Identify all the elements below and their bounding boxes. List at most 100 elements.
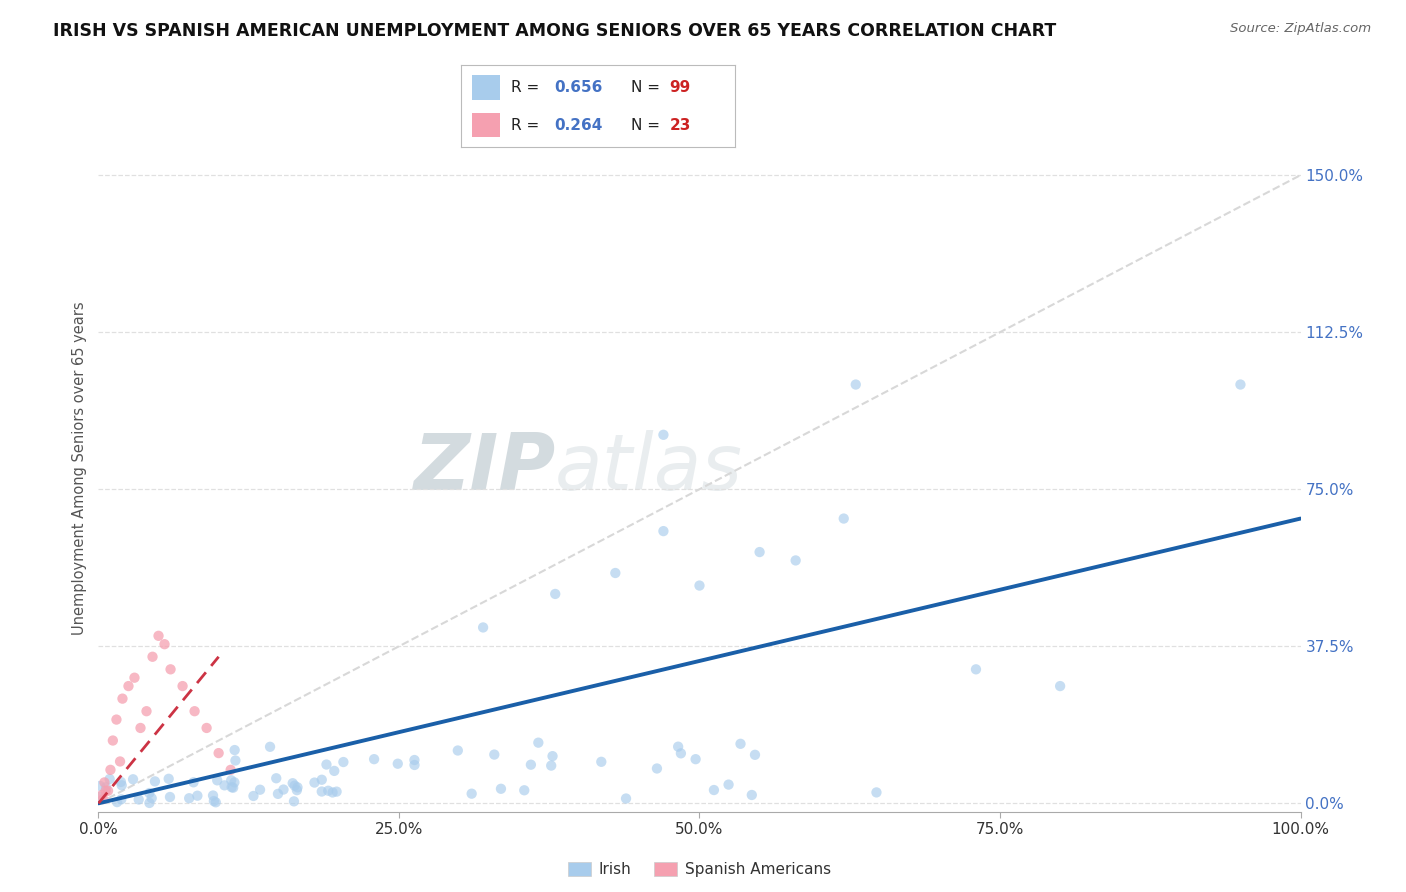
- Point: [304, 775, 326, 789]
- Point: [332, 755, 354, 769]
- Point: [219, 763, 242, 777]
- Point: [157, 772, 180, 786]
- Point: [404, 758, 426, 772]
- Text: 0.264: 0.264: [554, 118, 603, 133]
- Point: [129, 721, 152, 735]
- Point: [1229, 377, 1251, 392]
- Point: [325, 784, 347, 798]
- Point: [100, 763, 122, 777]
- Point: [91, 788, 114, 802]
- Point: [183, 775, 205, 789]
- Point: [748, 545, 770, 559]
- Point: [281, 776, 304, 790]
- Point: [267, 787, 290, 801]
- Point: [110, 792, 132, 806]
- Point: [224, 775, 246, 789]
- Point: [845, 377, 868, 392]
- Point: [111, 778, 134, 792]
- Point: [138, 796, 160, 810]
- Point: [172, 679, 194, 693]
- Point: [652, 427, 675, 442]
- Point: [287, 780, 309, 795]
- Point: [153, 637, 176, 651]
- Text: R =: R =: [510, 118, 544, 133]
- Point: [311, 772, 333, 787]
- Bar: [472, 112, 499, 137]
- Point: [222, 780, 245, 795]
- Point: [249, 782, 271, 797]
- Text: atlas: atlas: [555, 430, 744, 507]
- Text: N =: N =: [631, 118, 665, 133]
- Point: [460, 787, 482, 801]
- Point: [284, 779, 307, 793]
- Text: N =: N =: [631, 79, 665, 95]
- Point: [541, 749, 564, 764]
- Point: [179, 791, 201, 805]
- Point: [591, 755, 613, 769]
- Point: [703, 783, 725, 797]
- Point: [224, 743, 246, 757]
- Point: [605, 566, 627, 580]
- Point: [544, 587, 567, 601]
- Bar: [472, 75, 499, 100]
- Point: [717, 778, 740, 792]
- Point: [513, 783, 536, 797]
- Point: [214, 778, 236, 792]
- Point: [730, 737, 752, 751]
- Text: 0.656: 0.656: [554, 79, 603, 95]
- Point: [148, 629, 170, 643]
- Point: [89, 789, 111, 804]
- Point: [273, 782, 295, 797]
- Point: [323, 764, 346, 778]
- Point: [242, 789, 264, 803]
- Point: [316, 783, 339, 797]
- Point: [652, 524, 675, 538]
- Point: [205, 773, 228, 788]
- Point: [101, 733, 124, 747]
- Point: [865, 785, 887, 799]
- Text: 99: 99: [669, 79, 690, 95]
- Text: ZIP: ZIP: [413, 430, 555, 507]
- Point: [93, 775, 115, 789]
- Point: [540, 758, 562, 772]
- Point: [202, 794, 225, 808]
- Point: [744, 747, 766, 762]
- Point: [97, 784, 120, 798]
- Point: [202, 789, 225, 803]
- Point: [195, 721, 218, 735]
- Point: [159, 789, 181, 804]
- Legend: Irish, Spanish Americans: Irish, Spanish Americans: [562, 855, 837, 883]
- Point: [208, 746, 231, 760]
- Point: [527, 736, 550, 750]
- Point: [387, 756, 409, 771]
- Point: [285, 783, 308, 797]
- Point: [259, 739, 281, 754]
- Point: [363, 752, 385, 766]
- Text: Source: ZipAtlas.com: Source: ZipAtlas.com: [1230, 22, 1371, 36]
- Point: [108, 755, 131, 769]
- Point: [224, 754, 246, 768]
- Point: [311, 784, 333, 798]
- Point: [141, 791, 163, 805]
- Point: [186, 789, 208, 803]
- Point: [219, 773, 242, 788]
- Point: [183, 704, 205, 718]
- Point: [741, 788, 763, 802]
- Point: [645, 762, 668, 776]
- Text: R =: R =: [510, 79, 544, 95]
- Point: [89, 779, 111, 793]
- Point: [404, 753, 426, 767]
- Point: [135, 704, 157, 718]
- Y-axis label: Unemployment Among Seniors over 65 years: Unemployment Among Seniors over 65 years: [72, 301, 87, 635]
- Point: [159, 662, 181, 676]
- Point: [124, 671, 146, 685]
- Point: [111, 691, 134, 706]
- Point: [98, 772, 121, 786]
- Point: [689, 578, 711, 592]
- Point: [520, 757, 543, 772]
- Point: [1049, 679, 1071, 693]
- Point: [669, 747, 692, 761]
- Point: [221, 780, 243, 795]
- Point: [122, 772, 145, 787]
- Point: [204, 795, 226, 809]
